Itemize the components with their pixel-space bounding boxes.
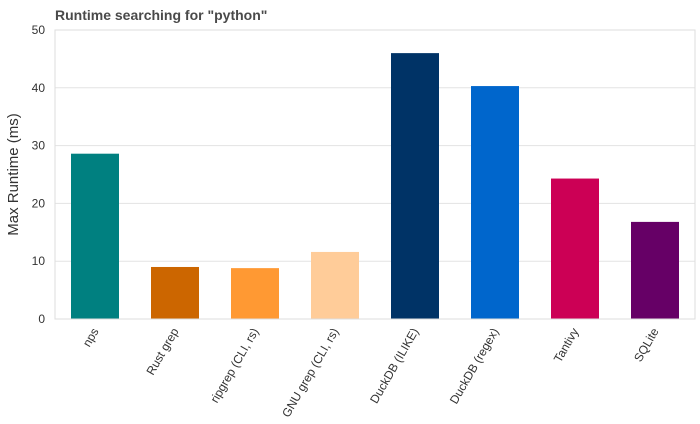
x-tick-label: ripgrep (CLI, rs) (207, 326, 261, 406)
y-tick-label: 40 (32, 81, 46, 95)
bar-nps (71, 153, 119, 319)
bar-sqlite (631, 221, 679, 319)
y-tick-label: 0 (38, 312, 45, 326)
x-tick-label: Tantivy (551, 326, 582, 365)
y-tick-label: 30 (32, 139, 46, 153)
y-tick-label: 50 (32, 23, 46, 37)
x-tick-label: SQLite (631, 325, 662, 364)
chart-title: Runtime searching for "python" (55, 7, 268, 23)
x-tick-labels: nps Rust grep ripgrep (CLI, rs) GNU grep (C… (80, 325, 662, 419)
x-tick-label: DuckDB (ILIKE) (367, 325, 421, 405)
bar-gnu-grep-cli-rs (311, 251, 359, 319)
y-tick-labels: 0 10 20 30 40 50 (32, 23, 46, 326)
x-tick-label: DuckDB (regex) (447, 326, 502, 407)
bars (71, 53, 679, 320)
bar-rust-grep (151, 266, 199, 319)
bar-ripgrep-cli-rs (231, 268, 279, 319)
bar-duckdb-ilike (391, 53, 439, 320)
plot-frame (54, 29, 696, 320)
y-tick-label: 10 (32, 254, 46, 268)
y-axis-label: Max Runtime (ms) (5, 113, 22, 236)
x-tick-label: Rust grep (143, 325, 181, 377)
y-tick-label: 20 (32, 196, 46, 210)
bar-tantivy (551, 178, 599, 319)
x-tick-label: nps (80, 326, 102, 350)
x-tick-label: GNU grep (CLI, rs) (279, 326, 341, 420)
bar-duckdb-regex (471, 86, 519, 319)
